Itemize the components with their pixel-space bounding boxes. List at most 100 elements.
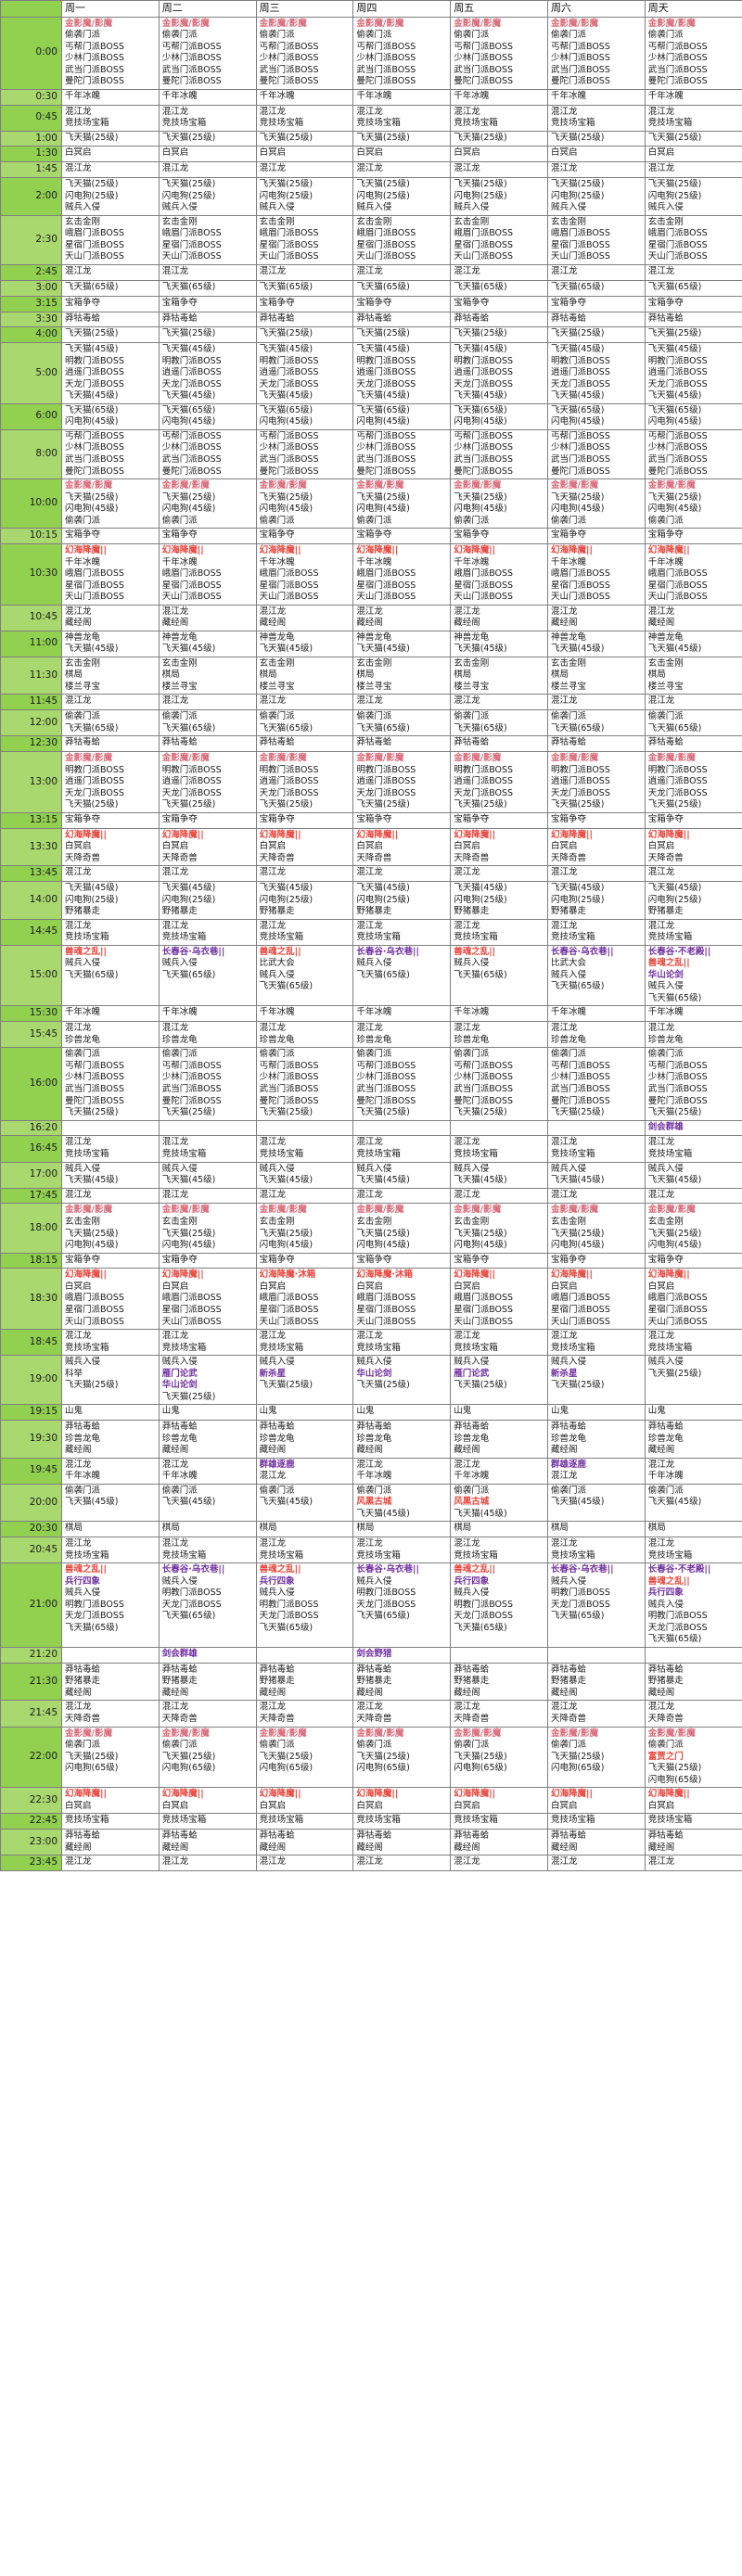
event-cell[interactable]: 贼兵入侵 雁门论武 华山论剑 飞天猫(25级) [158, 1355, 257, 1406]
event-cell[interactable]: 偷袭门派 飞天猫(45级) [644, 1483, 742, 1523]
event-cell[interactable]: 金影魔/影魔 偷袭门派 飞天猫(25级) 闪电狗(65级) [352, 1726, 452, 1789]
event-cell[interactable]: 混江龙 天降奇兽 [158, 1700, 257, 1728]
event-cell[interactable] [450, 1647, 548, 1664]
event-cell[interactable]: 混江龙 [644, 1187, 742, 1205]
event-cell[interactable]: 神兽龙龟 飞天猫(45级) [450, 630, 548, 657]
event-cell[interactable]: 混江龙 [546, 1187, 646, 1205]
event-cell[interactable]: 幻海降魔|| 千年冰魄 峨眉门派BOSS 星宿门派BOSS 天山门派BOSS [158, 543, 257, 606]
event-cell[interactable]: 宝箱争夺 [546, 528, 646, 545]
event-cell[interactable]: 飞天猫(25级) 闪电狗(25级) 贼兵入侵 [158, 177, 257, 216]
event-cell[interactable]: 宝箱争夺 [450, 295, 548, 312]
event-cell[interactable]: 千年冰魄 [546, 88, 646, 106]
event-cell[interactable]: 混江龙 天降奇兽 [546, 1700, 646, 1728]
event-cell[interactable]: 飞天猫(65级) 闪电狗(45级) [450, 402, 548, 430]
event-cell[interactable]: 混江龙 珍兽龙龟 [450, 1021, 548, 1049]
event-cell[interactable] [546, 1119, 646, 1137]
event-cell[interactable]: 剑会群雄 [158, 1647, 257, 1664]
event-cell[interactable]: 宝箱争夺 [450, 1252, 548, 1269]
event-cell[interactable]: 偷袭门派 飞天猫(65级) [255, 709, 354, 737]
event-cell[interactable]: 千年冰魄 [644, 1005, 742, 1023]
event-cell[interactable]: 莽牯毒蛤 野猪暴走 藏经阁 [352, 1662, 452, 1702]
event-cell[interactable]: 莽牯毒蛤 [450, 735, 548, 753]
event-cell[interactable]: 混江龙 竞技场宝箱 [61, 1135, 160, 1163]
event-cell[interactable]: 幻海降魔|| 白冥启 天降奇兽 [255, 827, 354, 867]
event-cell[interactable]: 混江龙 藏经阁 [644, 604, 742, 631]
event-cell[interactable]: 山鬼 [352, 1404, 452, 1422]
event-cell[interactable]: 混江龙 竞技场宝箱 [158, 104, 257, 132]
event-cell[interactable]: 金影魔/影魔 偷袭门派 丐帮门派BOSS 少林门派BOSS 武当门派BOSS 曼陀门派BO… [158, 16, 257, 90]
event-cell[interactable]: 偷袭门派 风黑古城 飞天猫(45级) [352, 1483, 452, 1523]
event-cell[interactable]: 长春谷·乌衣巷|| 贼兵入侵 飞天猫(65级) [352, 944, 452, 1007]
event-cell[interactable]: 金影魔/影魔 玄击金刚 飞天猫(25级) 闪电狗(45级) [546, 1203, 646, 1254]
event-cell[interactable]: 混江龙 [158, 161, 257, 179]
event-cell[interactable]: 混江龙 竞技场宝箱 [644, 1135, 742, 1163]
event-cell[interactable]: 混江龙 [255, 865, 354, 883]
event-cell[interactable]: 幻海降魔|| 白冥启 峨眉门派BOSS 星宿门派BOSS 天山门派BOSS [644, 1268, 742, 1331]
event-cell[interactable]: 混江龙 竞技场宝箱 [352, 1537, 452, 1564]
event-cell[interactable]: 棋局 [450, 1521, 548, 1538]
event-cell[interactable]: 山鬼 [450, 1404, 548, 1422]
event-cell[interactable]: 飞天猫(45级) 明教门派BOSS 逍遥门派BOSS 天龙门派BOSS 飞天猫(45级) [158, 342, 257, 404]
event-cell[interactable]: 竞技场宝箱 [450, 1813, 548, 1830]
event-cell[interactable]: 玄击金刚 棋局 楼兰寻宝 [450, 656, 548, 695]
event-cell[interactable]: 金影魔/影魔 飞天猫(25级) 闪电狗(45级) 偷袭门派 [546, 478, 646, 529]
event-cell[interactable]: 宝箱争夺 [158, 1252, 257, 1269]
event-cell[interactable]: 混江龙 [158, 694, 257, 711]
event-cell[interactable]: 飞天猫(45级) 明教门派BOSS 逍遥门派BOSS 天龙门派BOSS 飞天猫(45级) [61, 342, 160, 404]
event-cell[interactable]: 贼兵入侵 飞天猫(45级) [61, 1161, 160, 1189]
event-cell[interactable]: 混江龙 竞技场宝箱 [158, 1329, 257, 1357]
event-cell[interactable]: 偷袭门派 飞天猫(65级) [450, 709, 548, 737]
event-cell[interactable]: 混江龙 竞技场宝箱 [255, 104, 354, 132]
event-cell[interactable]: 兽魂之乱|| 兵行四象 贼兵入侵 明教门派BOSS 天龙门派BOSS 飞天猫(65级) [255, 1562, 354, 1649]
event-cell[interactable]: 丐帮门派BOSS 少林门派BOSS 武当门派BOSS 曼陀门派BOSS [255, 428, 354, 480]
event-cell[interactable]: 莽牯毒蛤 [61, 311, 160, 328]
event-cell[interactable]: 宝箱争夺 [255, 1252, 354, 1269]
event-cell[interactable]: 莽牯毒蛤 [352, 735, 452, 753]
event-cell[interactable]: 千年冰魄 [644, 88, 742, 106]
event-cell[interactable]: 混江龙 珍兽龙龟 [255, 1021, 354, 1049]
event-cell[interactable]: 贼兵入侵 新杀星 飞天猫(25级) [255, 1355, 354, 1406]
event-cell[interactable]: 千年冰魄 [61, 88, 160, 106]
event-cell[interactable]: 幻海降魔|| 白冥启 峨眉门派BOSS 星宿门派BOSS 天山门派BOSS [450, 1268, 548, 1331]
event-cell[interactable]: 神兽龙龟 飞天猫(45级) [352, 630, 452, 657]
event-cell[interactable]: 混江龙 竞技场宝箱 [255, 1329, 354, 1357]
event-cell[interactable]: 混江龙 天降奇兽 [255, 1700, 354, 1728]
event-cell[interactable]: 山鬼 [158, 1404, 257, 1422]
event-cell[interactable]: 长春谷·乌衣巷|| 贼兵入侵 明教门派BOSS 天龙门派BOSS 飞天猫(65级) [546, 1562, 646, 1649]
event-cell[interactable]: 幻海降魔|| 白冥启 峨眉门派BOSS 星宿门派BOSS 天山门派BOSS [546, 1268, 646, 1331]
event-cell[interactable]: 飞天猫(25级) [61, 326, 160, 344]
event-cell[interactable]: 混江龙 竞技场宝箱 [450, 1537, 548, 1564]
event-cell[interactable]: 混江龙 [352, 865, 452, 883]
event-cell[interactable]: 混江龙 竞技场宝箱 [352, 1329, 452, 1357]
event-cell[interactable]: 混江龙 藏经阁 [255, 604, 354, 631]
event-cell[interactable]: 偷袭门派 丐帮门派BOSS 少林门派BOSS 武当门派BOSS 曼陀门派BOSS 飞天猫(… [644, 1047, 742, 1121]
event-cell[interactable]: 莽牯毒蛤 野猪暴走 藏经阁 [255, 1662, 354, 1702]
event-cell[interactable]: 混江龙 藏经阁 [450, 604, 548, 631]
event-cell[interactable]: 混江龙 竞技场宝箱 [352, 918, 452, 946]
event-cell[interactable]: 混江龙 [546, 161, 646, 179]
event-cell[interactable]: 飞天猫(65级) [61, 279, 160, 297]
event-cell[interactable]: 兽魂之乱|| 比武大会 贼兵入侵 飞天猫(65级) [255, 944, 354, 1007]
event-cell[interactable]: 白冥启 [158, 146, 257, 163]
event-cell[interactable]: 混江龙 [61, 865, 160, 883]
event-cell[interactable]: 混江龙 千年冰魄 [61, 1457, 160, 1485]
event-cell[interactable]: 混江龙 竞技场宝箱 [352, 1135, 452, 1163]
event-cell[interactable]: 飞天猫(65级) 闪电狗(45级) [546, 402, 646, 430]
event-cell[interactable]: 偷袭门派 飞天猫(45级) [255, 1483, 354, 1523]
event-cell[interactable]: 群雄逐鹿 混江龙 [546, 1457, 646, 1485]
event-cell[interactable]: 飞天猫(25级) [450, 326, 548, 344]
event-cell[interactable]: 剑会群雄 [644, 1119, 742, 1137]
event-cell[interactable]: 混江龙 天降奇兽 [644, 1700, 742, 1728]
event-cell[interactable]: 兽魂之乱|| 兵行四象 贼兵入侵 明教门派BOSS 天龙门派BOSS 飞天猫(65级) [450, 1562, 548, 1649]
event-cell[interactable]: 金影魔/影魔 偷袭门派 丐帮门派BOSS 少林门派BOSS 武当门派BOSS 曼陀门派BO… [546, 16, 646, 90]
event-cell[interactable]: 贼兵入侵 飞天猫(25级) [644, 1355, 742, 1406]
event-cell[interactable]: 贼兵入侵 飞天猫(45级) [158, 1161, 257, 1189]
event-cell[interactable]: 混江龙 [61, 1187, 160, 1205]
event-cell[interactable]: 金影魔/影魔 偷袭门派 飞天猫(25级) 闪电狗(65级) [158, 1726, 257, 1789]
event-cell[interactable]: 莽牯毒蛤 [450, 311, 548, 328]
event-cell[interactable]: 千年冰魄 [61, 1005, 160, 1023]
event-cell[interactable]: 千年冰魄 [450, 88, 548, 106]
event-cell[interactable]: 玄击金刚 棋局 楼兰寻宝 [158, 656, 257, 695]
event-cell[interactable]: 混江龙 [644, 694, 742, 711]
event-cell[interactable]: 偷袭门派 飞天猫(65级) [644, 709, 742, 737]
